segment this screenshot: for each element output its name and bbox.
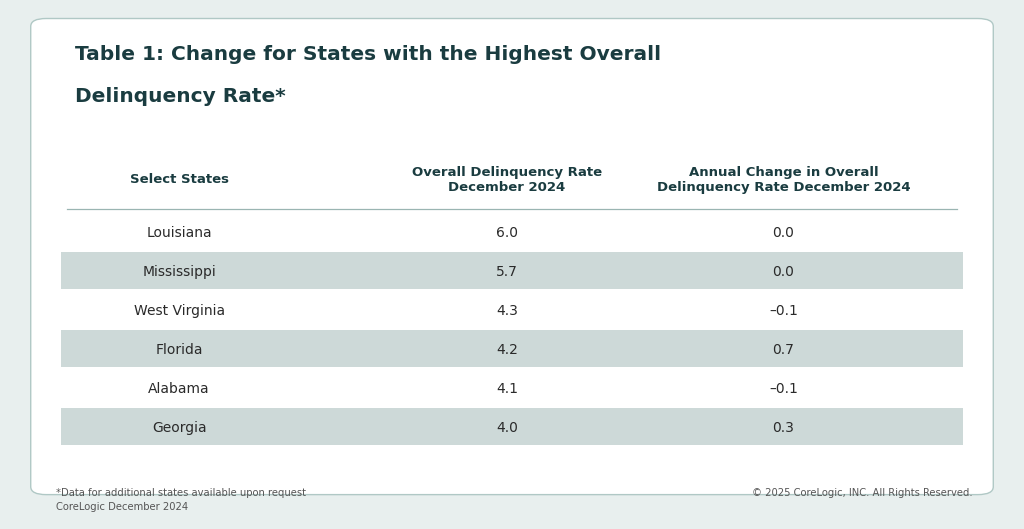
Text: West Virginia: West Virginia xyxy=(134,304,224,317)
Text: 0.7: 0.7 xyxy=(772,343,795,357)
Text: Table 1: Change for States with the Highest Overall: Table 1: Change for States with the High… xyxy=(75,45,660,64)
Text: 0.0: 0.0 xyxy=(772,264,795,279)
Text: Annual Change in Overall
Delinquency Rate December 2024: Annual Change in Overall Delinquency Rat… xyxy=(656,166,910,194)
Text: Delinquency Rate*: Delinquency Rate* xyxy=(75,87,286,106)
Text: –0.1: –0.1 xyxy=(769,304,798,317)
Text: Florida: Florida xyxy=(156,343,203,357)
FancyBboxPatch shape xyxy=(61,408,963,445)
Text: 0.0: 0.0 xyxy=(772,226,795,240)
Text: 5.7: 5.7 xyxy=(496,264,518,279)
Text: Alabama: Alabama xyxy=(148,381,210,396)
Text: 4.3: 4.3 xyxy=(496,304,518,317)
FancyBboxPatch shape xyxy=(31,19,993,495)
Text: Georgia: Georgia xyxy=(152,421,207,434)
Text: © 2025 CoreLogic, INC. All Rights Reserved.: © 2025 CoreLogic, INC. All Rights Reserv… xyxy=(753,488,973,498)
Text: Select States: Select States xyxy=(130,174,228,186)
Text: Louisiana: Louisiana xyxy=(146,226,212,240)
Text: 4.1: 4.1 xyxy=(496,381,518,396)
Text: 6.0: 6.0 xyxy=(496,226,518,240)
Text: 0.3: 0.3 xyxy=(772,421,795,434)
FancyBboxPatch shape xyxy=(61,330,963,367)
FancyBboxPatch shape xyxy=(61,252,963,289)
Text: Overall Delinquency Rate
December 2024: Overall Delinquency Rate December 2024 xyxy=(412,166,602,194)
Text: Mississippi: Mississippi xyxy=(142,264,216,279)
Text: *Data for additional states available upon request
CoreLogic December 2024: *Data for additional states available up… xyxy=(56,488,306,512)
Text: –0.1: –0.1 xyxy=(769,381,798,396)
Text: 4.2: 4.2 xyxy=(496,343,518,357)
Text: 4.0: 4.0 xyxy=(496,421,518,434)
